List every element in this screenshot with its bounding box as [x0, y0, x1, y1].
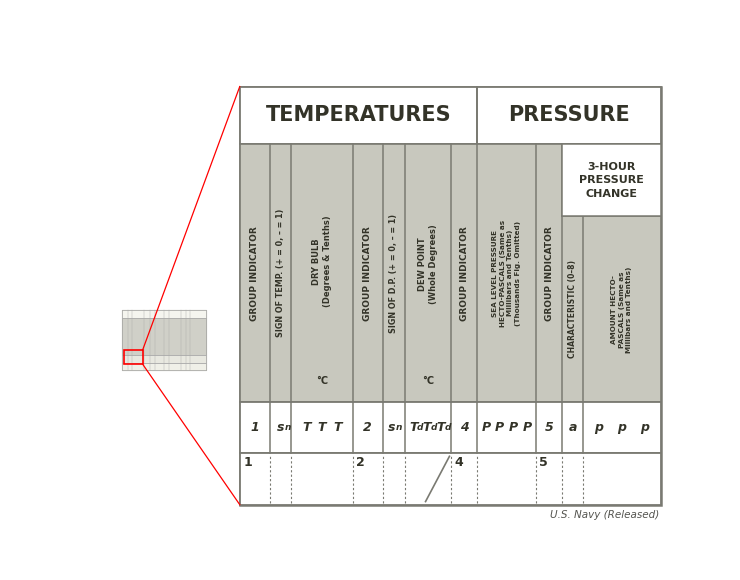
Text: a: a	[568, 421, 576, 434]
Bar	[240, 86, 477, 144]
Text: 5: 5	[539, 456, 548, 469]
Text: CHARACTERISTIC (0–8): CHARACTERISTIC (0–8)	[568, 260, 577, 358]
Text: P: P	[522, 421, 532, 434]
Text: DEW POINT
(Whole Degrees): DEW POINT (Whole Degrees)	[417, 224, 438, 304]
Text: p: p	[641, 421, 650, 434]
Text: T: T	[423, 421, 431, 434]
Text: 1: 1	[243, 456, 252, 469]
Text: 2: 2	[356, 456, 365, 469]
Text: T: T	[302, 421, 311, 434]
Bar	[240, 144, 661, 402]
Bar	[122, 362, 206, 370]
Text: d: d	[431, 423, 437, 432]
Bar	[122, 318, 206, 356]
Text: T: T	[437, 421, 445, 434]
Text: d: d	[417, 423, 423, 432]
Text: n: n	[395, 423, 402, 432]
Text: T: T	[409, 421, 417, 434]
Text: T: T	[333, 421, 341, 434]
Text: s: s	[388, 421, 395, 434]
Text: p: p	[594, 421, 603, 434]
Bar	[122, 310, 206, 370]
Text: p: p	[617, 421, 626, 434]
Text: PRESSURE: PRESSURE	[508, 106, 630, 125]
Text: GROUP INDICATOR: GROUP INDICATOR	[545, 226, 554, 321]
Text: GROUP INDICATOR: GROUP INDICATOR	[250, 226, 260, 321]
Text: DRY BULB
(Degrees & Tenths): DRY BULB (Degrees & Tenths)	[312, 216, 332, 307]
Text: GROUP INDICATOR: GROUP INDICATOR	[363, 226, 372, 321]
Text: °C: °C	[422, 376, 434, 386]
Bar	[477, 86, 661, 144]
Text: 2: 2	[363, 421, 372, 434]
Text: 4: 4	[454, 456, 463, 469]
Text: SIGN OF TEMP. (+ = 0, – = 1): SIGN OF TEMP. (+ = 0, – = 1)	[276, 209, 285, 338]
Bar	[240, 86, 661, 505]
Text: 4: 4	[460, 421, 468, 434]
Text: U.S. Navy (Released): U.S. Navy (Released)	[550, 510, 659, 520]
Text: P: P	[482, 421, 491, 434]
Bar	[240, 402, 661, 453]
Text: 3-HOUR
PRESSURE
CHANGE: 3-HOUR PRESSURE CHANGE	[579, 162, 644, 198]
Text: d: d	[445, 423, 451, 432]
Bar	[240, 453, 661, 505]
Text: P: P	[509, 421, 518, 434]
Text: TEMPERATURES: TEMPERATURES	[266, 106, 451, 125]
Text: s: s	[277, 421, 284, 434]
Bar	[124, 350, 143, 364]
Text: 5: 5	[545, 421, 554, 434]
Text: GROUP INDICATOR: GROUP INDICATOR	[460, 226, 468, 321]
Text: AMOUNT HECTO-
PASCALS (Same as
Millibars and Tenths): AMOUNT HECTO- PASCALS (Same as Millibars…	[611, 266, 633, 353]
Bar	[122, 310, 206, 318]
Text: SEA LEVEL PRESSURE
HECTO-PASCALS (Same as
Millibars and Tenths)
(Thousands Fig. : SEA LEVEL PRESSURE HECTO-PASCALS (Same a…	[492, 220, 521, 327]
Text: SIGN OF D.P. (+ = 0, – = 1): SIGN OF D.P. (+ = 0, – = 1)	[389, 213, 398, 333]
Bar	[122, 356, 206, 362]
Text: °C: °C	[316, 376, 328, 386]
Text: P: P	[495, 421, 504, 434]
Text: n: n	[284, 423, 291, 432]
Text: 1: 1	[251, 421, 259, 434]
Text: T: T	[317, 421, 326, 434]
Bar	[562, 144, 661, 216]
